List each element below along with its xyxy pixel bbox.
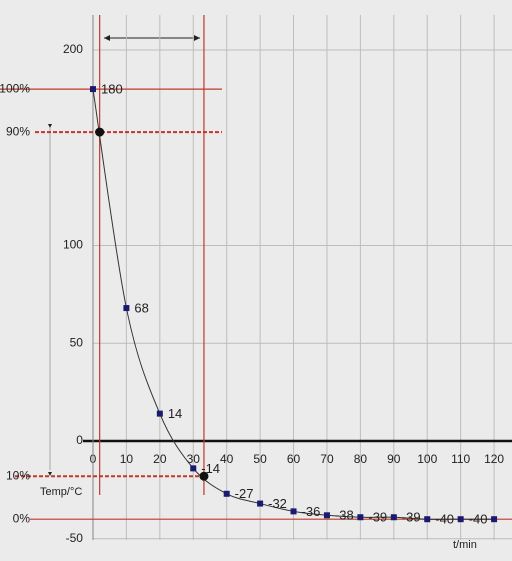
marker [156,410,163,417]
x-tick-label: 40 [220,452,234,466]
reference-label: 90% [6,124,30,138]
value-label: 68 [134,300,148,315]
marker [190,465,197,472]
marker [290,508,297,515]
marker [491,516,498,523]
value-label: -14 [201,461,220,476]
x-axis-label: t/min [453,539,477,551]
reference-label: 10% [6,468,30,482]
x-tick-label: 100 [417,452,437,466]
marker [123,305,130,312]
x-tick-label: 70 [320,452,334,466]
y-tick-label: -50 [66,531,84,545]
curve [92,89,495,520]
marker [257,500,264,507]
x-tick-label: 50 [253,452,267,466]
value-label: 180 [101,82,123,97]
marker [357,514,364,521]
marker [323,512,330,519]
y-axis-label: Temp/°C [40,486,82,498]
value-label: -38 [335,508,354,523]
x-tick-label: 20 [153,452,167,466]
value-label: -36 [302,504,321,519]
value-label: -39 [368,510,387,525]
axis-arrow-head [48,472,52,476]
x-tick-label: 80 [354,452,368,466]
value-label: -27 [235,486,254,501]
y-tick-label: 200 [63,42,83,56]
axis-arrow-head [48,124,52,128]
value-label: -40 [435,512,454,527]
value-label: 14 [168,406,182,421]
value-label: -40 [469,512,488,527]
crossing-point [199,471,209,481]
value-label: -32 [268,496,287,511]
y-tick-label: 50 [70,335,84,349]
marker [223,490,230,497]
marker [89,86,96,93]
reference-label: 100% [0,81,30,95]
y-tick-label: 100 [63,238,83,252]
x-tick-label: 30 [187,452,201,466]
marker [424,516,431,523]
x-tick-label: 60 [287,452,301,466]
x-tick-label: 90 [387,452,401,466]
y-tick-label: 0 [76,433,83,447]
x-tick-label: 10 [120,452,134,466]
x-tick-label: 110 [451,452,470,466]
crossing-point [95,127,105,137]
reference-label: 0% [13,511,31,525]
value-label: -39 [402,510,421,525]
x-tick-label: 120 [484,452,504,466]
marker [390,514,397,521]
marker [457,516,464,523]
